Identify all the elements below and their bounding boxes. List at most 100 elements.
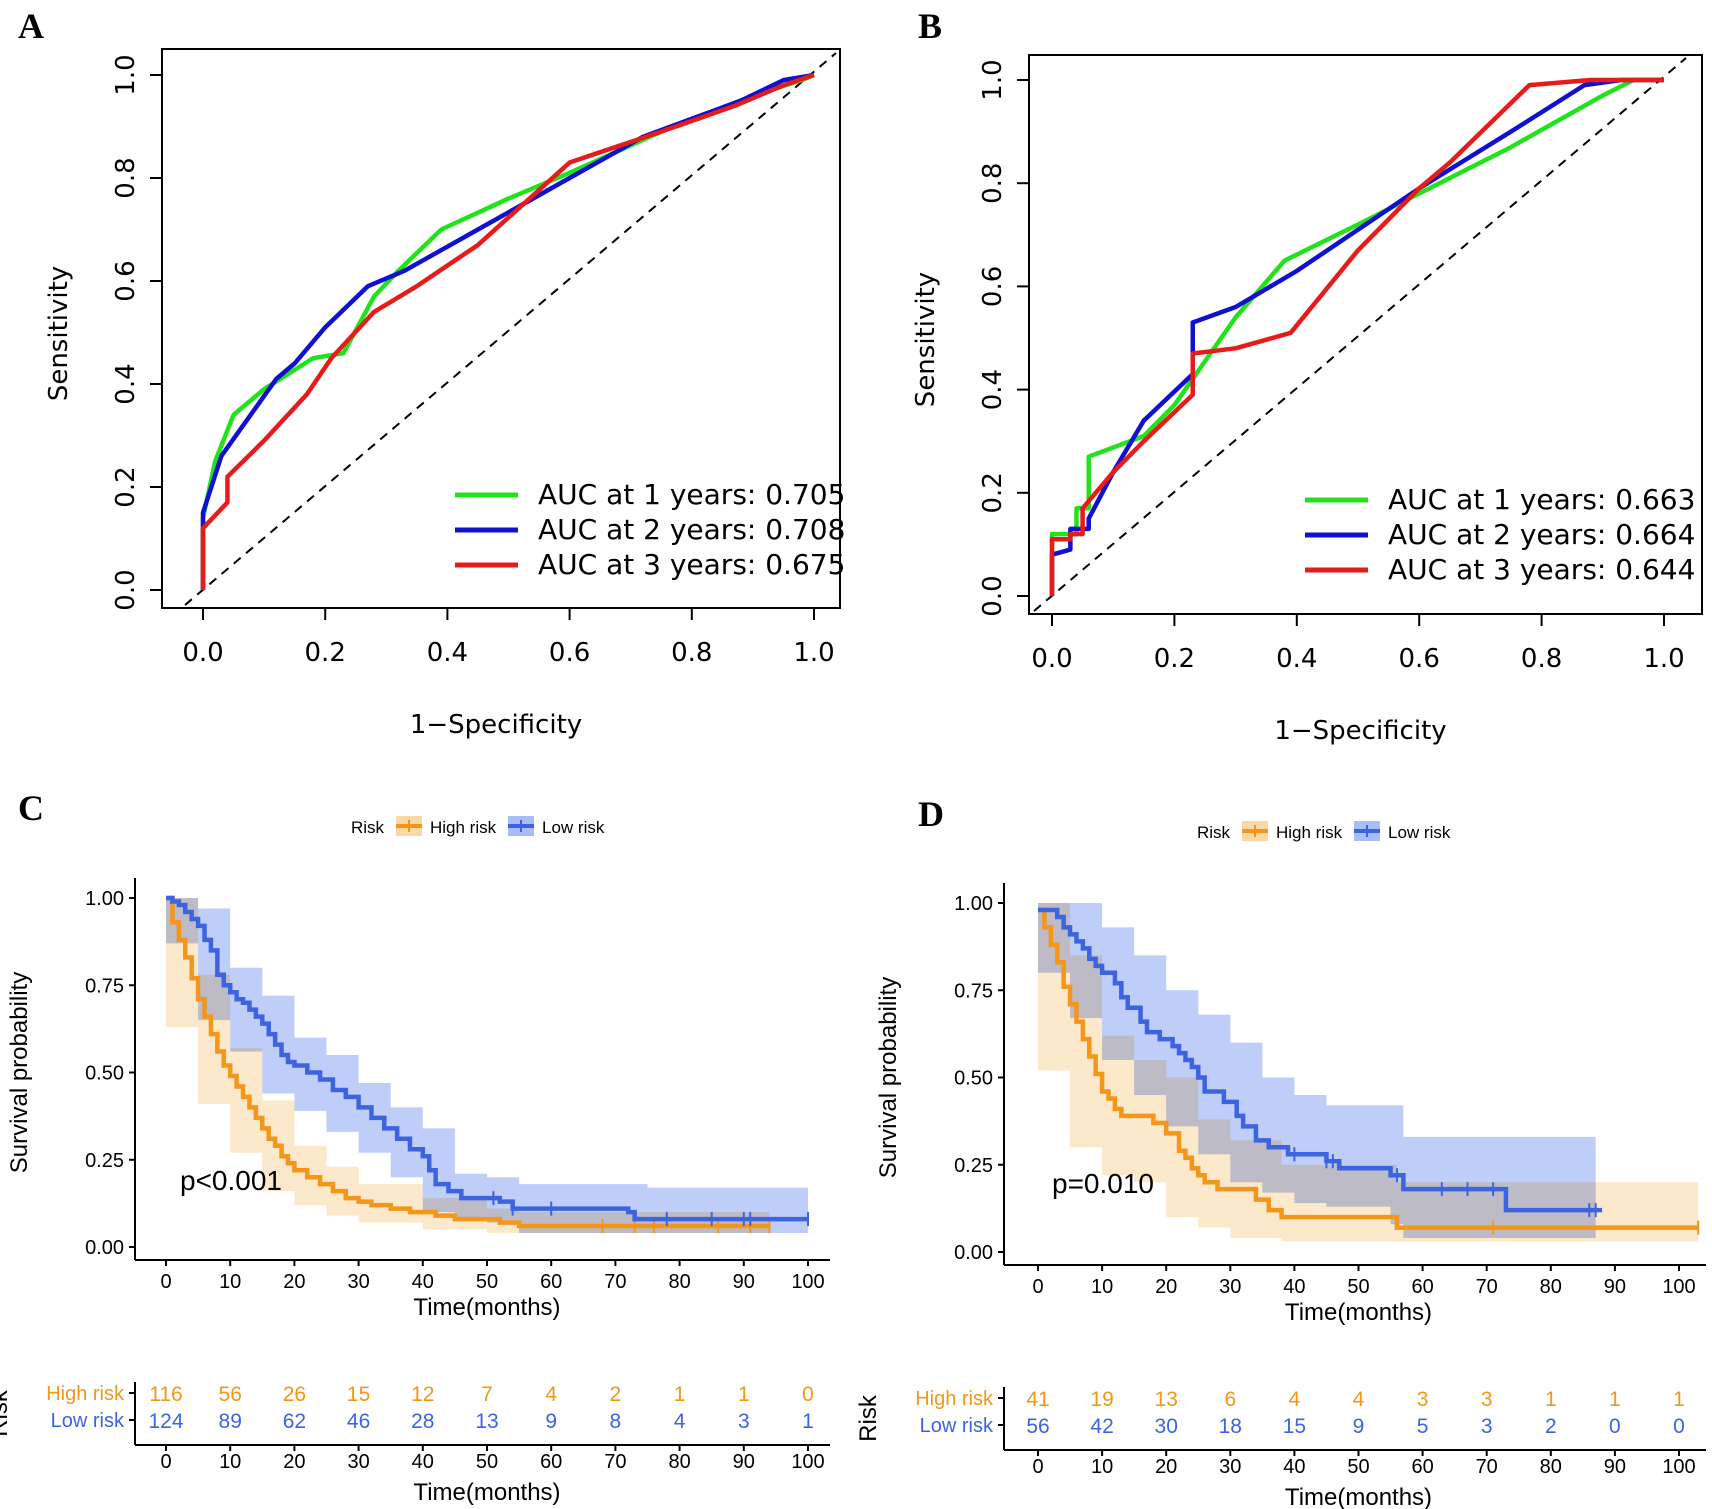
risk-count: 28: [411, 1410, 434, 1433]
y-tick-label: 0.25: [954, 1155, 993, 1177]
risk-x-tick-label: 90: [733, 1451, 755, 1473]
risk-x-tick-label: 20: [283, 1451, 305, 1473]
x-tick-label: 100: [1662, 1276, 1695, 1298]
y-tick-label: 0.2: [978, 472, 1008, 513]
risk-table: Risk High risk 41 19 13 6 4 4 3 3 1 1 1 Low risk 56 42 3…: [855, 1387, 1706, 1509]
risk-x-tick-label: 60: [540, 1451, 562, 1473]
risk-count: 0: [1673, 1415, 1685, 1438]
legend-entry-low-risk: Low risk: [542, 818, 605, 837]
p-value: p<0.001: [180, 1165, 282, 1196]
risk-x-tick-label: 30: [347, 1451, 369, 1473]
risk-x-tick-label: 40: [1283, 1456, 1305, 1478]
high-risk-band: [1038, 903, 1699, 1242]
x-tick-label: 0: [160, 1271, 171, 1293]
risk-count: 12: [411, 1383, 434, 1406]
risk-count: 7: [481, 1383, 493, 1406]
x-tick-label: 40: [412, 1271, 434, 1293]
y-tick-label: 0.4: [111, 363, 141, 404]
risk-x-tick-label: 100: [1662, 1456, 1695, 1478]
legend-entry-2: AUC at 2 years: 0.708: [538, 513, 845, 546]
roc-curve-1: [1049, 77, 1664, 596]
risk-count: 2: [1545, 1415, 1557, 1438]
risk-count: 1: [738, 1383, 750, 1406]
risk-count: 13: [1155, 1388, 1178, 1411]
legend-entry-high-risk: High risk: [430, 818, 497, 837]
x-tick-label: 30: [1219, 1276, 1241, 1298]
km-panel-c: C Risk High risk Low risk 0.00 0.25 0.50 0.75 1.…: [0, 788, 830, 1506]
x-tick-label: 60: [1411, 1276, 1433, 1298]
legend-title: Risk: [351, 818, 385, 837]
y-tick-label: 0.8: [111, 157, 141, 198]
y-tick-label: 1.0: [111, 54, 141, 95]
risk-x-tick-label: 0: [160, 1451, 171, 1473]
risk-x-tick-label: 60: [1411, 1456, 1433, 1478]
y-tick-label: 0.6: [978, 266, 1008, 307]
risk-count: 2: [610, 1383, 622, 1406]
legend-entry-1: AUC at 1 years: 0.663: [1388, 483, 1695, 516]
risk-count: 9: [545, 1410, 557, 1433]
legend-title: Risk: [1197, 823, 1231, 842]
risk-count: 124: [148, 1410, 183, 1433]
legend-entry-1: AUC at 1 years: 0.705: [538, 478, 845, 511]
y-tick-label: 0.75: [954, 980, 993, 1002]
y-tick-label: 0.50: [954, 1068, 993, 1090]
y-tick-label: 0.00: [954, 1242, 993, 1264]
x-tick-label: 40: [1283, 1276, 1305, 1298]
risk-count: 89: [219, 1410, 242, 1433]
x-tick-label: 1.0: [1643, 644, 1684, 674]
low-risk-band: [1038, 903, 1596, 1239]
x-tick-label: 50: [476, 1271, 498, 1293]
legend-entry-3: AUC at 3 years: 0.644: [1388, 553, 1695, 586]
low-risk-curve: [1038, 907, 1603, 1213]
risk-x-tick-label: 50: [1347, 1456, 1369, 1478]
panel-label-a: A: [18, 6, 44, 46]
risk-row-label: Low risk: [920, 1415, 994, 1437]
x-tick-label: 80: [668, 1271, 690, 1293]
y-axis-title: Sensitivity: [911, 272, 941, 407]
x-tick-label: 50: [1347, 1276, 1369, 1298]
x-tick-label: 20: [1155, 1276, 1177, 1298]
x-tick-label: 0.0: [182, 638, 223, 668]
high-risk-curve: [1038, 907, 1699, 1230]
risk-count: 18: [1219, 1415, 1242, 1438]
y-tick-label: 0.6: [111, 260, 141, 301]
risk-count: 4: [1353, 1388, 1365, 1411]
x-tick-label: 30: [347, 1271, 369, 1293]
risk-count: 15: [1283, 1415, 1306, 1438]
x-tick-label: 90: [1604, 1276, 1626, 1298]
risk-count: 4: [674, 1410, 686, 1433]
risk-count: 1: [1609, 1388, 1621, 1411]
risk-count: 6: [1224, 1388, 1236, 1411]
high-risk-curve: [166, 895, 770, 1229]
p-value: p=0.010: [1052, 1168, 1154, 1199]
x-tick-label: 80: [1540, 1276, 1562, 1298]
y-tick-label: 0.0: [978, 575, 1008, 616]
risk-count: 1: [802, 1410, 814, 1433]
risk-x-tick-label: 80: [668, 1451, 690, 1473]
plot-frame: [1028, 54, 1703, 615]
risk-count: 4: [545, 1383, 557, 1406]
risk-count: 5: [1417, 1415, 1429, 1438]
km-panel-d: D Risk High risk Low risk 0.00 0.25 0.50 0.75 1.…: [855, 794, 1706, 1509]
y-tick-label: 0.75: [85, 975, 124, 997]
risk-count: 1: [1673, 1388, 1685, 1411]
risk-x-tick-label: 20: [1155, 1456, 1177, 1478]
y-tick-label: 1.0: [978, 59, 1008, 100]
risk-count: 3: [1481, 1388, 1493, 1411]
risk-count: 3: [1417, 1388, 1429, 1411]
risk-row-label: High risk: [915, 1388, 994, 1410]
y-tick-label: 0.0: [111, 569, 141, 610]
risk-count: 8: [610, 1410, 622, 1433]
risk-x-tick-label: 40: [412, 1451, 434, 1473]
panel-label-b: B: [918, 6, 942, 46]
risk-count: 1: [674, 1383, 686, 1406]
x-axis-title: Time(months): [1285, 1299, 1432, 1326]
risk-count: 3: [738, 1410, 750, 1433]
x-tick-label: 1.0: [793, 638, 834, 668]
panel-label-d: D: [918, 794, 944, 834]
risk-count: 62: [283, 1410, 306, 1433]
x-tick-label: 60: [540, 1271, 562, 1293]
risk-count: 0: [802, 1383, 814, 1406]
risk-x-tick-label: 50: [476, 1451, 498, 1473]
